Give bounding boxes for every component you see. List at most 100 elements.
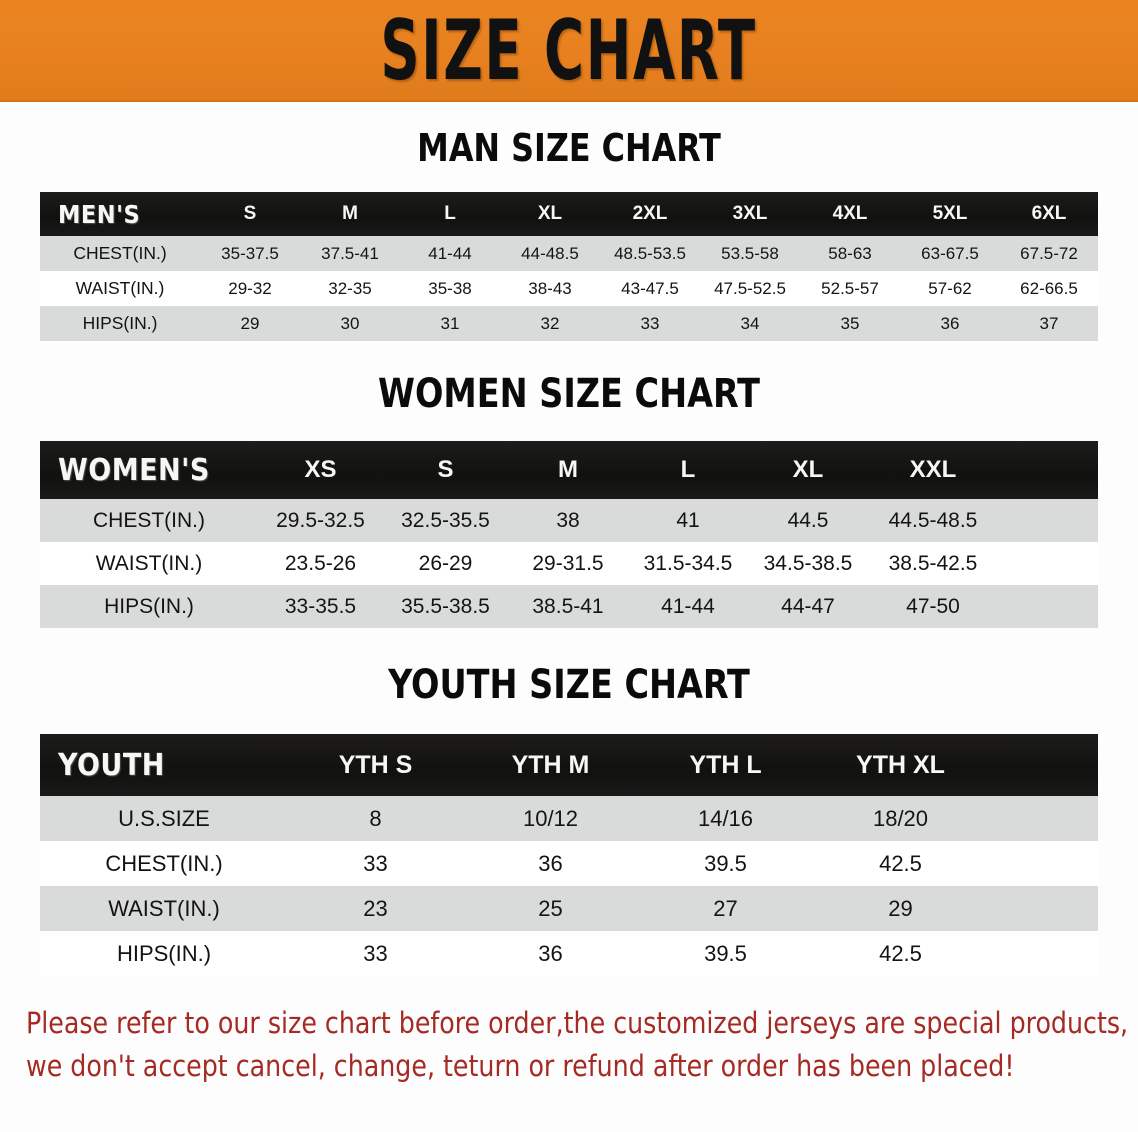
youth-hips-s: 33	[288, 931, 463, 976]
men-chest-m: 37.5-41	[300, 236, 400, 271]
women-col-xl: XL	[792, 456, 824, 483]
youth-row-label-chest: CHEST(IN.)	[40, 841, 288, 886]
women-hips-spacer	[998, 585, 1098, 628]
men-col-l: L	[444, 203, 456, 224]
youth-section-title: YOUTH SIZE CHART	[388, 662, 750, 708]
women-chest-s: 32.5-35.5	[383, 499, 508, 542]
youth-header-row: YOUTH YTH S YTH M YTH L YTH XL	[40, 734, 1098, 796]
women-col-l: L	[680, 456, 696, 483]
women-col-xxl: XXL	[909, 456, 957, 483]
men-waist-5xl: 57-62	[900, 271, 1000, 306]
women-hips-xs: 33-35.5	[258, 585, 383, 628]
women-hips-xl: 44-47	[748, 585, 868, 628]
women-col-spacer	[998, 441, 1098, 499]
women-row-label-hips: HIPS(IN.)	[40, 585, 258, 628]
women-chest-m: 38	[508, 499, 628, 542]
men-hips-xl: 32	[500, 306, 600, 341]
youth-col-yth-s: YTH S	[338, 750, 413, 779]
men-col-3xl: 3XL	[732, 203, 768, 224]
page-title: SIZE CHART	[380, 2, 758, 100]
youth-ussize-l: 14/16	[638, 796, 813, 841]
men-chest-l: 41-44	[400, 236, 500, 271]
women-chest-xxl: 44.5-48.5	[868, 499, 998, 542]
table-row: HIPS(IN.) 29 30 31 32 33 34 35 36 37	[40, 306, 1098, 341]
women-hips-l: 41-44	[628, 585, 748, 628]
table-row: CHEST(IN.) 29.5-32.5 32.5-35.5 38 41 44.…	[40, 499, 1098, 542]
youth-waist-xl: 29	[813, 886, 988, 931]
men-row-label-chest: CHEST(IN.)	[40, 236, 200, 271]
women-hips-xxl: 47-50	[868, 585, 998, 628]
men-hips-3xl: 34	[700, 306, 800, 341]
men-size-table: MEN'S S M L XL 2XL 3XL 4XL 5XL 6XL CHEST…	[40, 192, 1098, 341]
women-table-wrapper: WOMEN'S XS S M L XL XXL CHEST(IN.) 29.5-…	[40, 441, 1098, 628]
youth-col-yth-m: YTH M	[511, 750, 590, 779]
men-row-label-waist: WAIST(IN.)	[40, 271, 200, 306]
women-waist-m: 29-31.5	[508, 542, 628, 585]
youth-corner-label: YOUTH	[58, 747, 165, 783]
men-waist-m: 32-35	[300, 271, 400, 306]
women-chest-l: 41	[628, 499, 748, 542]
men-waist-6xl: 62-66.5	[1000, 271, 1098, 306]
men-waist-2xl: 43-47.5	[600, 271, 700, 306]
women-row-label-chest: CHEST(IN.)	[40, 499, 258, 542]
youth-waist-s: 23	[288, 886, 463, 931]
youth-waist-l: 27	[638, 886, 813, 931]
men-col-s: S	[243, 203, 257, 224]
men-col-6xl: 6XL	[1031, 203, 1067, 224]
men-table-wrapper: MEN'S S M L XL 2XL 3XL 4XL 5XL 6XL CHEST…	[40, 192, 1098, 341]
women-waist-xxl: 38.5-42.5	[868, 542, 998, 585]
men-waist-3xl: 47.5-52.5	[700, 271, 800, 306]
man-section-title: MAN SIZE CHART	[417, 126, 721, 170]
table-row: WAIST(IN.) 23 25 27 29	[40, 886, 1098, 931]
women-waist-spacer	[998, 542, 1098, 585]
table-row: CHEST(IN.) 33 36 39.5 42.5	[40, 841, 1098, 886]
youth-hips-spacer	[988, 931, 1098, 976]
youth-waist-spacer	[988, 886, 1098, 931]
men-col-2xl: 2XL	[632, 203, 668, 224]
youth-waist-m: 25	[463, 886, 638, 931]
men-chest-2xl: 48.5-53.5	[600, 236, 700, 271]
women-chest-xl: 44.5	[748, 499, 868, 542]
men-waist-s: 29-32	[200, 271, 300, 306]
youth-ussize-s: 8	[288, 796, 463, 841]
men-hips-s: 29	[200, 306, 300, 341]
women-col-xs: XS	[304, 456, 337, 483]
youth-col-spacer	[988, 734, 1098, 796]
men-chest-6xl: 67.5-72	[1000, 236, 1098, 271]
youth-table-wrapper: YOUTH YTH S YTH M YTH L YTH XL U.S.SIZE …	[40, 734, 1098, 976]
men-waist-4xl: 52.5-57	[800, 271, 900, 306]
youth-ussize-spacer	[988, 796, 1098, 841]
youth-chest-l: 39.5	[638, 841, 813, 886]
men-corner-label: MEN'S	[58, 199, 141, 229]
women-row-label-waist: WAIST(IN.)	[40, 542, 258, 585]
men-row-label-hips: HIPS(IN.)	[40, 306, 200, 341]
table-row: WAIST(IN.) 23.5-26 26-29 29-31.5 31.5-34…	[40, 542, 1098, 585]
women-header-row: WOMEN'S XS S M L XL XXL	[40, 441, 1098, 499]
men-waist-l: 35-38	[400, 271, 500, 306]
women-chest-xs: 29.5-32.5	[258, 499, 383, 542]
youth-col-yth-xl: YTH XL	[856, 750, 945, 779]
disclaimer-line-1: Please refer to our size chart before or…	[26, 1006, 1129, 1040]
table-row: WAIST(IN.) 29-32 32-35 35-38 38-43 43-47…	[40, 271, 1098, 306]
men-chest-3xl: 53.5-58	[700, 236, 800, 271]
youth-size-table: YOUTH YTH S YTH M YTH L YTH XL U.S.SIZE …	[40, 734, 1098, 976]
women-chest-spacer	[998, 499, 1098, 542]
youth-row-label-ussize: U.S.SIZE	[40, 796, 288, 841]
youth-row-label-hips: HIPS(IN.)	[40, 931, 288, 976]
women-waist-xs: 23.5-26	[258, 542, 383, 585]
men-col-5xl: 5XL	[932, 203, 968, 224]
men-hips-m: 30	[300, 306, 400, 341]
table-row: HIPS(IN.) 33 36 39.5 42.5	[40, 931, 1098, 976]
youth-chest-spacer	[988, 841, 1098, 886]
youth-col-yth-l: YTH L	[689, 750, 762, 779]
table-row: HIPS(IN.) 33-35.5 35.5-38.5 38.5-41 41-4…	[40, 585, 1098, 628]
men-col-4xl: 4XL	[832, 203, 868, 224]
women-col-m: M	[558, 456, 578, 483]
youth-ussize-xl: 18/20	[813, 796, 988, 841]
women-corner-label: WOMEN'S	[58, 452, 210, 488]
youth-chest-xl: 42.5	[813, 841, 988, 886]
disclaimer-text: Please refer to our size chart before or…	[26, 1002, 1129, 1088]
youth-hips-m: 36	[463, 931, 638, 976]
men-chest-s: 35-37.5	[200, 236, 300, 271]
